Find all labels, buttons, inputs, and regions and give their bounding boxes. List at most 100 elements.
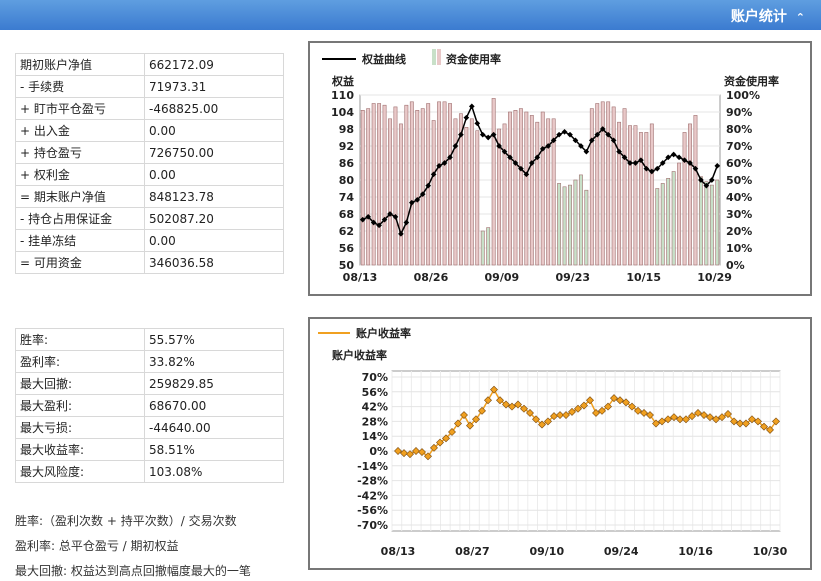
account-label: + 出入金	[15, 119, 145, 142]
return-point	[736, 419, 744, 428]
return-point	[436, 438, 444, 447]
account-row: = 期末账户净值 848123.78	[15, 185, 284, 208]
account-label: - 挂单冻结	[15, 229, 145, 252]
usage-bar	[508, 111, 512, 266]
equity-point	[627, 160, 633, 166]
usage-bar	[486, 227, 491, 266]
return-point	[712, 415, 720, 424]
performance-label: 最大风险度:	[15, 460, 145, 483]
equity-point	[441, 160, 448, 166]
return-point	[514, 400, 522, 409]
return-point	[478, 406, 486, 415]
return-point	[586, 396, 594, 405]
account-label: 期初账户净值	[15, 53, 145, 76]
usage-bar	[611, 106, 616, 266]
usage-bar	[404, 104, 409, 266]
usage-bar	[442, 101, 447, 266]
account-row: = 可用资金 346036.58	[15, 251, 284, 274]
return-point	[496, 396, 504, 405]
left-tick-label: 110	[331, 89, 354, 102]
usage-bar	[584, 189, 589, 266]
return-point	[682, 415, 690, 424]
left-tick-label: 92	[339, 140, 354, 153]
usage-bar	[518, 108, 523, 266]
account-value: 0.00	[144, 229, 284, 252]
return-point	[526, 408, 534, 417]
usage-bar	[360, 110, 365, 266]
account-row: + 出入金 0.00	[15, 119, 284, 142]
left-tick-label: 104	[331, 106, 354, 119]
axis-label-right: 资金使用率	[724, 74, 779, 88]
return-point	[700, 411, 708, 420]
right-tick-label: 30%	[726, 208, 752, 221]
return-point	[448, 428, 456, 436]
equity-point	[676, 154, 682, 161]
account-row: 期初账户净值 662172.09	[15, 53, 284, 76]
return-point	[766, 425, 774, 434]
return-rate-chart: 账户收益率 账户收益率 70% 56% 42% 28% 14% 0% -14% -28% -42% -…	[308, 317, 812, 570]
equity-point	[588, 137, 595, 144]
equity-point	[545, 143, 552, 149]
return-point	[460, 411, 468, 420]
equity-point	[687, 160, 693, 166]
return-point	[472, 415, 480, 424]
return-point	[730, 417, 738, 426]
right-tick-label: 90%	[726, 106, 752, 119]
return-point	[592, 408, 600, 417]
y-tick-label: 42%	[362, 401, 388, 414]
equity-point	[463, 114, 470, 121]
axis-label-left: 权益	[331, 74, 354, 88]
usage-bar	[698, 176, 703, 266]
equity-point	[452, 143, 459, 149]
equity-usage-chart: 权益曲线 资金使用率 权益 资金使用率 50 56 62 68 74 80 86 92 98 104 110…	[308, 41, 812, 296]
performance-row: 胜率: 55.57%	[15, 328, 284, 351]
y-tick-label: -28%	[357, 475, 388, 488]
usage-bar	[589, 108, 594, 266]
return-point	[670, 413, 678, 422]
header-bar: 账户统计 ⌃	[0, 0, 821, 30]
usage-bar	[464, 127, 469, 266]
usage-bar	[578, 174, 583, 266]
y-tick-label: 28%	[362, 415, 388, 428]
return-point	[694, 408, 702, 417]
account-value: 662172.09	[144, 53, 284, 76]
return-point	[580, 401, 588, 410]
equity-point	[692, 165, 699, 172]
double-chevron-up-icon: ⌃	[795, 11, 805, 24]
equity-point	[681, 157, 688, 163]
usage-bar	[458, 113, 463, 266]
return-point	[532, 415, 540, 424]
left-tick-label: 86	[339, 157, 355, 170]
return-point	[598, 406, 606, 415]
usage-bar	[688, 123, 692, 266]
return-point	[454, 419, 462, 428]
x-tick-label: 10/30	[753, 545, 788, 558]
equity-point	[485, 134, 492, 141]
return-point	[490, 385, 498, 394]
note-win-rate: 胜率:（盈利次数 + 持平次数）/ 交易次数	[15, 514, 237, 528]
usage-bar	[475, 130, 480, 266]
account-label: - 持仓占用保证金	[15, 207, 145, 230]
return-point	[688, 412, 696, 421]
return-point	[466, 421, 474, 430]
return-point	[556, 411, 564, 420]
usage-bar	[638, 132, 643, 266]
usage-bar	[546, 118, 551, 266]
usage-bar	[502, 123, 507, 266]
header-title: 账户统计	[730, 9, 787, 25]
usage-bar	[437, 101, 442, 266]
usage-bar	[568, 184, 572, 266]
usage-bar	[600, 101, 605, 266]
usage-bar	[448, 103, 452, 266]
return-point	[658, 417, 666, 426]
performance-row: 盈利率: 33.82%	[15, 350, 284, 373]
return-point	[772, 417, 780, 426]
usage-bar	[551, 118, 556, 266]
right-tick-label: 60%	[726, 157, 752, 170]
collapse-toggle[interactable]: 账户统计 ⌃	[731, 6, 805, 26]
equity-point	[447, 154, 453, 161]
return-point	[562, 411, 570, 420]
usage-bar	[655, 188, 660, 266]
usage-bar	[431, 120, 436, 266]
